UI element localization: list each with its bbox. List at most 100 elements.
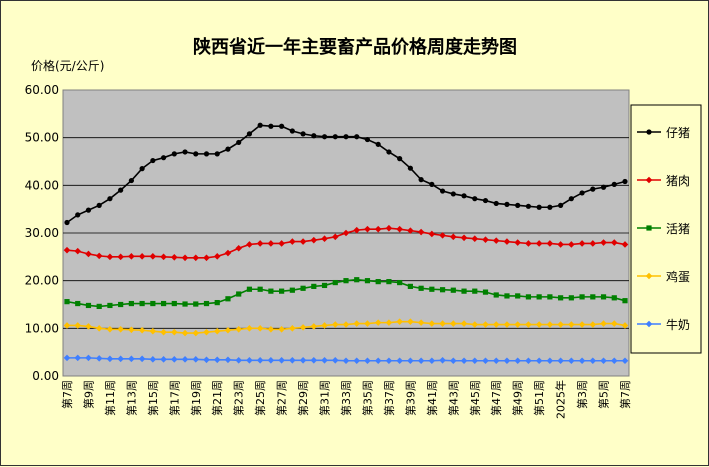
data-point	[95, 325, 103, 332]
data-point	[364, 225, 371, 233]
data-point	[622, 178, 628, 185]
data-point	[429, 286, 435, 292]
data-point	[386, 279, 392, 285]
data-point	[579, 190, 585, 196]
data-point	[364, 278, 371, 284]
data-point	[95, 355, 103, 362]
data-point	[289, 238, 296, 245]
data-point	[385, 357, 393, 365]
data-point	[246, 241, 253, 248]
data-point	[203, 300, 210, 307]
data-point	[568, 196, 574, 202]
data-point	[267, 325, 275, 333]
data-point	[160, 253, 167, 261]
data-point	[246, 325, 253, 332]
data-point	[160, 328, 167, 336]
data-point	[268, 123, 274, 129]
data-point	[85, 250, 92, 258]
data-point	[492, 321, 500, 328]
data-point	[417, 319, 425, 326]
y-tick-labels: 0.00 10.00 20.00 30.00 40.00 50.00 60.00	[25, 83, 59, 383]
data-point	[417, 357, 425, 365]
data-point	[300, 285, 306, 291]
data-point	[267, 356, 275, 364]
data-point	[171, 300, 177, 307]
x-tick-label: 第21周	[210, 380, 224, 416]
data-point	[85, 207, 92, 213]
data-point	[310, 323, 318, 330]
data-point	[417, 228, 425, 236]
data-point	[203, 328, 210, 336]
data-point	[439, 287, 446, 293]
data-point	[182, 301, 188, 307]
data-point	[397, 279, 403, 286]
data-point	[578, 357, 586, 365]
x-tick-label: 第27周	[275, 380, 289, 416]
data-point	[385, 224, 393, 232]
data-point	[578, 240, 586, 247]
data-point	[397, 156, 403, 162]
data-point	[504, 201, 510, 207]
data-point	[568, 241, 575, 248]
data-point	[236, 291, 242, 297]
data-point	[450, 287, 456, 293]
data-point	[525, 203, 532, 209]
data-point	[332, 134, 338, 140]
x-tick-label: 第7周	[618, 380, 632, 409]
data-point	[492, 357, 500, 365]
data-point	[63, 246, 71, 254]
legend-label: 仔猪	[666, 126, 690, 140]
data-point	[331, 321, 339, 328]
data-point	[557, 357, 564, 365]
data-point	[482, 197, 489, 204]
data-point	[138, 355, 146, 363]
data-point	[74, 247, 82, 255]
data-point	[289, 356, 296, 364]
data-point	[515, 293, 521, 299]
data-point	[646, 225, 652, 231]
data-point	[311, 133, 317, 139]
x-tick-label: 第25周	[253, 380, 267, 416]
data-point	[342, 321, 350, 328]
data-point	[63, 322, 71, 329]
data-point	[353, 320, 361, 327]
data-point	[590, 186, 596, 192]
data-point	[375, 279, 381, 285]
data-point	[85, 323, 92, 330]
data-series	[63, 122, 629, 365]
data-point	[471, 321, 479, 328]
data-point	[95, 252, 103, 260]
data-point	[535, 240, 543, 247]
data-point	[343, 134, 349, 140]
data-point	[117, 325, 124, 333]
data-point	[96, 303, 102, 310]
data-point	[289, 287, 295, 293]
series-group	[63, 318, 629, 337]
data-point	[192, 356, 200, 363]
data-point	[375, 141, 381, 147]
data-point	[331, 233, 339, 241]
data-point	[235, 325, 242, 333]
data-point	[611, 295, 617, 301]
data-point	[428, 320, 436, 327]
data-point	[224, 356, 232, 364]
data-point	[256, 356, 264, 364]
data-point	[257, 122, 263, 128]
data-point	[139, 166, 145, 172]
data-point	[75, 212, 81, 218]
data-point	[472, 288, 478, 294]
data-point	[568, 321, 575, 328]
data-point	[353, 357, 361, 365]
data-point	[256, 325, 264, 332]
data-point	[471, 235, 479, 243]
data-point	[547, 294, 553, 300]
legend-label: 牛奶	[666, 317, 690, 332]
data-point	[645, 272, 653, 280]
data-point	[321, 282, 328, 289]
data-point	[546, 240, 554, 247]
x-tick-label: 第19周	[189, 380, 203, 416]
data-point	[246, 286, 253, 292]
data-point	[558, 295, 564, 301]
data-point	[418, 285, 424, 291]
data-point	[492, 237, 500, 244]
